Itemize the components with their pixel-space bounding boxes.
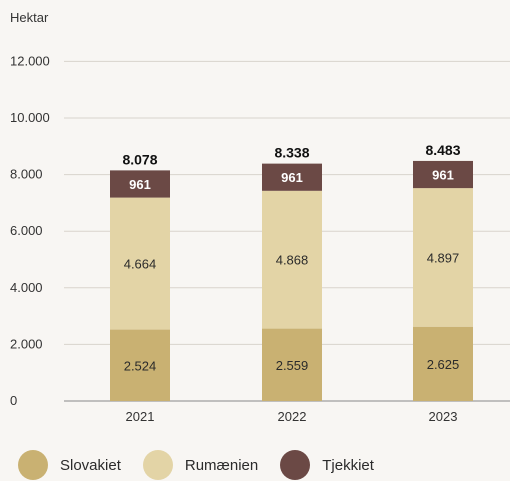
legend-swatch-tjekkiet	[280, 450, 311, 480]
y-tick-labels: 0 2.000 4.000 6.000 8.000 10.000 12.000	[10, 53, 50, 408]
y-axis-title: Hektar	[10, 10, 49, 25]
legend-label-tjekkiet: Tjekkiet	[322, 456, 374, 474]
bar-segment	[413, 326, 473, 401]
legend-item-slovakiet: Slovakiet	[18, 450, 121, 480]
data-label: 4.897	[427, 250, 460, 265]
total-label: 8.078	[122, 151, 157, 167]
x-tick-label: 2023	[429, 409, 458, 424]
bar-segment	[110, 197, 170, 330]
bar-segment	[413, 160, 473, 189]
legend-label-rumaenien: Rumænien	[184, 456, 259, 474]
y-tick-label: 2.000	[10, 336, 43, 351]
data-label: 2.559	[276, 358, 309, 373]
bar-segment	[262, 190, 322, 329]
total-label: 8.483	[425, 142, 460, 158]
x-tick-label: 2021	[126, 409, 155, 424]
data-label: 2.524	[124, 358, 157, 373]
total-label: 8.338	[274, 145, 309, 161]
legend: Slovakiet Rumænien Tjekkiet	[18, 450, 396, 480]
data-label: 961	[432, 168, 454, 183]
x-tick-labels: 2021 2022 2023	[126, 409, 458, 424]
bar-segment	[110, 170, 170, 198]
legend-swatch-slovakiet	[18, 450, 48, 480]
bar-segment	[262, 163, 322, 191]
y-tick-label: 0	[10, 393, 17, 408]
y-tick-label: 6.000	[10, 223, 43, 238]
bar-segment	[262, 328, 322, 401]
bars: 2.524 4.664 961 8.078 2.559 4.868 961 8.338 2.62…	[110, 142, 473, 401]
legend-item-tjekkiet: Tjekkiet	[280, 450, 374, 480]
legend-swatch-rumaenien	[142, 450, 173, 480]
y-tick-label: 12.000	[10, 53, 50, 68]
legend-item-rumaenien: Rumænien	[142, 450, 259, 480]
data-label: 961	[129, 177, 151, 192]
data-label: 2.625	[427, 357, 460, 372]
data-label: 4.868	[276, 253, 309, 268]
bar-segment	[110, 329, 170, 401]
y-tick-label: 8.000	[10, 167, 43, 182]
data-label: 961	[281, 170, 303, 185]
data-label: 4.664	[124, 257, 157, 272]
y-tick-label: 4.000	[10, 280, 43, 295]
x-tick-label: 2022	[278, 409, 307, 424]
stacked-bar-chart: Hektar 0 2.000 4.000 6.000 8.000 10.000 12.000…	[10, 10, 510, 424]
y-tick-label: 10.000	[10, 110, 50, 125]
legend-label-slovakiet: Slovakiet	[60, 456, 121, 474]
bar-segment	[413, 188, 473, 327]
